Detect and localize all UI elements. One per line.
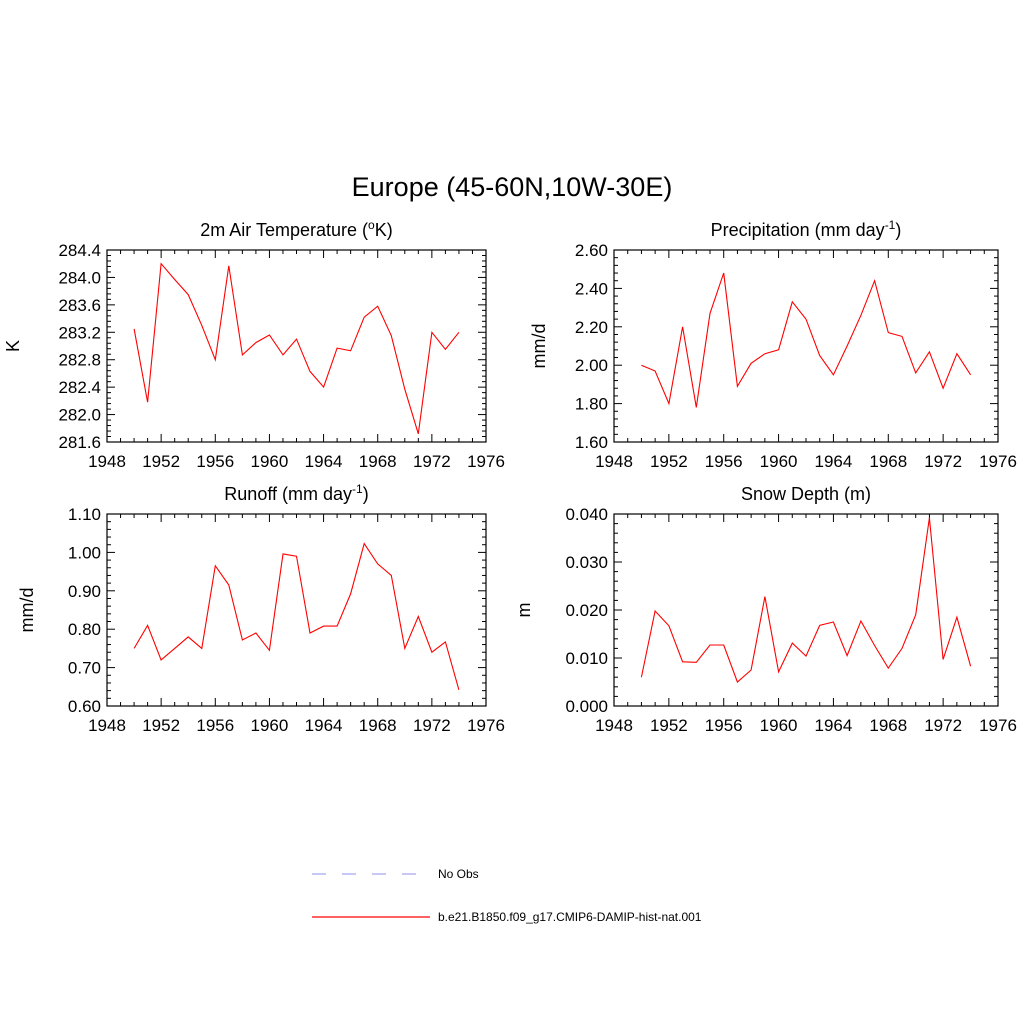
panel-title: 2m Air Temperature (oK)	[200, 218, 392, 240]
x-tick-label: 1952	[142, 716, 180, 735]
y-tick-label: 0.020	[565, 601, 608, 620]
panel-title-superscript: o	[368, 218, 375, 232]
series-line	[133, 262, 460, 434]
legend-label-no-obs: No Obs	[438, 867, 479, 881]
x-tick-label: 1952	[650, 452, 688, 471]
panel-title: Runoff (mm day-1)	[224, 482, 368, 504]
series-line	[641, 272, 972, 408]
plot-frame	[613, 249, 999, 443]
y-tick-label: 0.60	[68, 697, 101, 716]
x-tick-label: 1948	[88, 452, 126, 471]
y-tick-label: 2.20	[575, 318, 608, 337]
series-line	[133, 542, 460, 691]
x-tick-label: 1948	[595, 716, 633, 735]
panel-title-tail: K)	[375, 220, 393, 240]
x-tick-label: 1976	[467, 716, 505, 735]
y-tick-label: 1.00	[68, 543, 101, 562]
y-tick-label: 282.8	[58, 351, 101, 370]
figure-title: Europe (45-60N,10W-30E)	[352, 172, 673, 202]
chart-panel-2: 1948 1952 1956 1960 1964 1968 1972 1976 1.60 1.80…	[529, 218, 1017, 471]
series-line	[640, 517, 972, 683]
x-tick-label: 1964	[815, 452, 853, 471]
chart-panel-4: 1948 1952 1956 1960 1964 1968 1972 1976 0.000 0.0…	[514, 484, 1017, 735]
y-tick-label: 0.040	[565, 505, 608, 524]
y-axis-label: mm/d	[529, 324, 549, 369]
y-tick-label: 0.70	[68, 659, 101, 678]
y-axis-label: m	[514, 603, 534, 618]
panel-title-main: Runoff (mm day	[224, 484, 352, 504]
x-tick-label: 1956	[196, 716, 234, 735]
chart-panel-1: 1948 1952 1956 1960 1964 1968 1972 1976 281.6 282…	[3, 218, 505, 471]
panel-title-superscript: -1	[352, 482, 363, 496]
y-tick-label: 1.10	[68, 505, 101, 524]
y-tick-label: 282.0	[58, 406, 101, 425]
panel-title: Snow Depth (m)	[741, 484, 871, 504]
y-axis-label: K	[3, 340, 23, 352]
x-tick-label: 1948	[88, 716, 126, 735]
panels-group: 1948 1952 1956 1960 1964 1968 1972 1976 281.6 282…	[3, 218, 1017, 735]
x-tick-label: 1952	[142, 452, 180, 471]
x-tick-label: 1976	[979, 452, 1017, 471]
x-tick-label: 1972	[413, 716, 451, 735]
chart-panel-3: 1948 1952 1956 1960 1964 1968 1972 1976 0.60 0.70…	[17, 482, 505, 735]
x-tick-label: 1976	[467, 452, 505, 471]
x-tick-label: 1972	[413, 452, 451, 471]
y-tick-label: 0.90	[68, 582, 101, 601]
panel-title-main: Precipitation (mm day	[711, 220, 885, 240]
y-tick-label: 281.6	[58, 433, 101, 452]
y-tick-label: 283.2	[58, 323, 101, 342]
y-tick-label: 2.40	[575, 279, 608, 298]
x-tick-label: 1968	[869, 452, 907, 471]
x-tick-label: 1960	[251, 452, 289, 471]
legend-label-model-run: b.e21.B1850.f09_g17.CMIP6-DAMIP-hist-nat…	[438, 910, 702, 924]
x-tick-label: 1964	[305, 716, 343, 735]
panel-title-main: Snow Depth (m)	[741, 484, 871, 504]
y-tick-label: 0.030	[565, 553, 608, 572]
y-tick-label: 0.000	[565, 697, 608, 716]
panel-title: Precipitation (mm day-1)	[711, 218, 902, 240]
x-tick-label: 1968	[359, 716, 397, 735]
y-tick-label: 284.4	[58, 241, 101, 260]
y-axis-label: mm/d	[17, 588, 37, 633]
x-tick-label: 1960	[760, 716, 798, 735]
legend: No Obs b.e21.B1850.f09_g17.CMIP6-DAMIP-h…	[312, 867, 702, 924]
x-tick-label: 1964	[305, 452, 343, 471]
panel-title-tail: )	[895, 220, 901, 240]
plot-frame	[106, 249, 487, 443]
y-tick-label: 283.6	[58, 296, 101, 315]
panel-title-tail: )	[363, 484, 369, 504]
y-tick-label: 1.60	[575, 433, 608, 452]
y-tick-label: 0.010	[565, 649, 608, 668]
y-tick-label: 1.80	[575, 395, 608, 414]
x-tick-label: 1948	[595, 452, 633, 471]
panel-title-superscript: -1	[885, 218, 896, 232]
y-tick-label: 2.00	[575, 356, 608, 375]
x-tick-label: 1956	[705, 716, 743, 735]
x-tick-label: 1960	[251, 716, 289, 735]
x-tick-label: 1964	[815, 716, 853, 735]
x-tick-label: 1968	[869, 716, 907, 735]
x-tick-label: 1960	[760, 452, 798, 471]
y-tick-label: 2.60	[575, 241, 608, 260]
plot-frame	[613, 513, 999, 707]
x-tick-label: 1956	[705, 452, 743, 471]
x-tick-label: 1956	[196, 452, 234, 471]
x-tick-label: 1972	[924, 716, 962, 735]
plot-frame	[106, 513, 487, 707]
panel-title-main: 2m Air Temperature (	[200, 220, 368, 240]
x-tick-label: 1968	[359, 452, 397, 471]
x-tick-label: 1972	[924, 452, 962, 471]
y-tick-label: 282.4	[58, 378, 101, 397]
y-tick-label: 284.0	[58, 268, 101, 287]
y-tick-label: 0.80	[68, 620, 101, 639]
x-tick-label: 1952	[650, 716, 688, 735]
x-tick-label: 1976	[979, 716, 1017, 735]
